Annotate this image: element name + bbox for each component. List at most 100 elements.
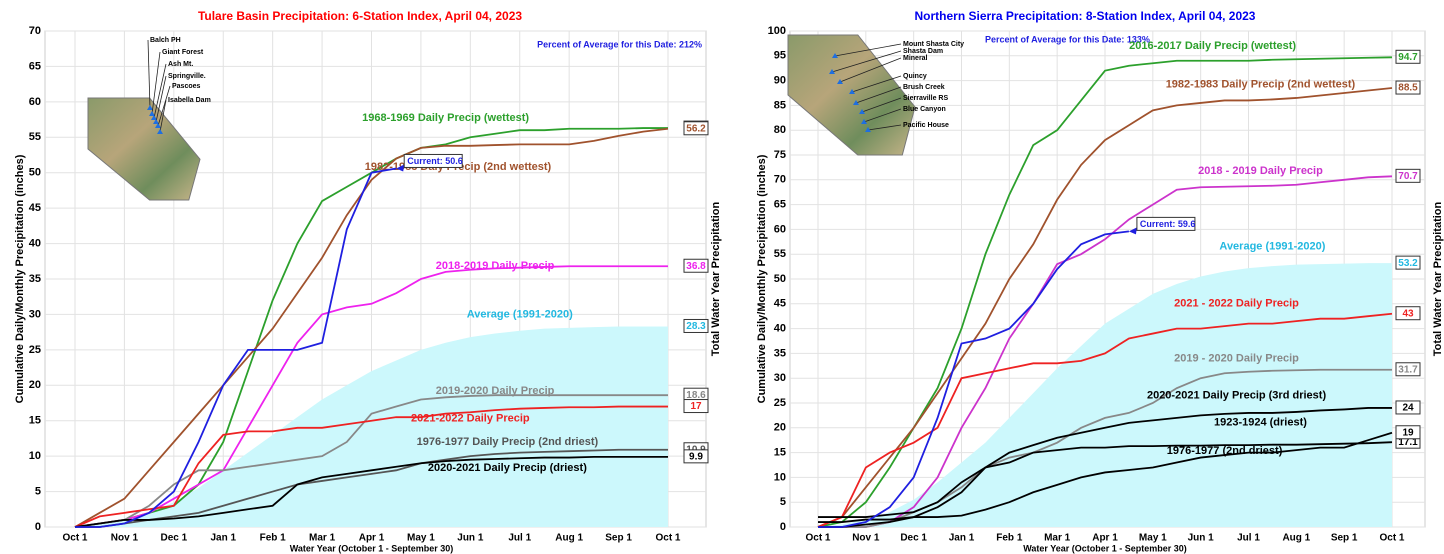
y-tick-label: 20 [29,379,41,391]
series-label: 2021 - 2022 Daily Precip [1174,298,1299,310]
series-label: 2018-2019 Daily Precip [436,260,555,272]
chart-title: Tulare Basin Precipitation: 6-Station In… [198,9,522,23]
station-label: Sierraville RS [903,95,948,102]
station-label: Mount Shasta City [903,41,964,48]
x-tick-label: Mar 1 [309,533,336,544]
series-label: 2020-2021 Daily Precip (3rd driest) [1147,389,1326,401]
y-tick-label: 60 [774,223,786,235]
y-tick-label: 55 [29,131,41,143]
end-value-label: 53.2 [1398,258,1418,269]
y-tick-label: 40 [774,323,786,335]
y-tick-label: 95 [774,50,786,62]
x-tick-label: Sep 1 [605,533,632,544]
end-value-label: 17 [690,401,702,412]
series-label: 2019-2020 Daily Precip [436,385,555,397]
y-tick-label: 65 [774,199,786,211]
x-tick-label: Dec 1 [160,533,187,544]
subtitle: Percent of Average for this Date: 133% [985,34,1150,44]
station-label: Quincy [903,73,927,80]
x-tick-label: May 1 [407,533,435,544]
y-tick-label: 45 [774,298,786,310]
x-axis-label: Water Year (October 1 - September 30) [1023,543,1187,553]
y-tick-label: 30 [774,372,786,384]
x-tick-label: Sep 1 [1331,533,1358,544]
station-label: Brush Creek [903,84,945,91]
x-tick-label: Jul 1 [508,533,531,544]
chart-title: Northern Sierra Precipitation: 8-Station… [915,9,1256,23]
y-tick-label: 15 [774,447,786,459]
end-value-label: 24 [1402,403,1414,414]
y-tick-label: 10 [29,450,41,462]
series-label: 2018 - 2019 Daily Precip [1198,165,1323,177]
y-tick-label: 40 [29,237,41,249]
y-tick-label: 10 [774,471,786,483]
station-label: Balch PH [150,37,181,44]
y-tick-label: 5 [780,496,786,508]
y-tick-label: 30 [29,308,41,320]
x-tick-label: Oct 1 [62,533,87,544]
subtitle: Percent of Average for this Date: 212% [537,39,702,49]
y-tick-label: 85 [774,99,786,111]
x-tick-label: Dec 1 [900,533,927,544]
station-label: Springville. [168,73,206,80]
series-label: 2020-2021 Daily Precip (driest) [428,462,587,474]
y-tick-label: 65 [29,60,41,72]
x-tick-label: Oct 1 [805,533,830,544]
series-label: 1982-1983 Daily Precip (2nd wettest) [1166,78,1356,90]
y-tick-label: 0 [780,521,786,533]
end-value-label: 36.8 [686,261,706,272]
series-label: 1968-1969 Daily Precip (wettest) [362,112,529,124]
x-tick-label: Aug 1 [1282,533,1310,544]
y-tick-label: 70 [774,174,786,186]
y-tick-label: 25 [774,397,786,409]
y-axis-label: Cumulative Daily/Monthly Precipitation (… [14,154,26,403]
x-tick-label: Nov 1 [852,533,880,544]
y-tick-label: 90 [774,75,786,87]
series-label: 1923-1924 (driest) [1214,417,1307,429]
station-label: Mineral [903,55,928,62]
series-label: 1976-1977 Daily Precip (2nd driest) [417,436,599,448]
x-tick-label: Oct 1 [1379,533,1404,544]
y-tick-label: 50 [774,273,786,285]
current-label: Current: 50.6 [407,156,463,166]
series-label: 2019 - 2020 Daily Precip [1174,352,1299,364]
series-label: 2016-2017 Daily Precip (wettest) [1129,40,1296,52]
y-tick-label: 75 [774,149,786,161]
x-tick-label: Nov 1 [111,533,139,544]
y-tick-label: 50 [29,167,41,179]
y-tick-label: 70 [29,25,41,37]
y-tick-label: 80 [774,124,786,136]
end-value-label: 31.7 [1398,364,1418,375]
station-label: Pascoes [172,83,201,90]
y2-axis-label: Total Water Year Precipitation [1432,201,1444,356]
end-value-label: 94.7 [1398,52,1418,63]
x-tick-label: Jan 1 [210,533,236,544]
y-tick-label: 45 [29,202,41,214]
y-tick-label: 25 [29,344,41,356]
x-tick-label: Apr 1 [359,533,385,544]
x-tick-label: Oct 1 [655,533,680,544]
y-axis-label: Cumulative Daily/Monthly Precipitation (… [756,154,768,403]
end-value-label: 56.2 [686,123,706,134]
x-tick-label: Apr 1 [1092,533,1118,544]
y-tick-label: 35 [774,347,786,359]
y-tick-label: 15 [29,415,41,427]
station-label: Isabella Dam [168,97,211,104]
x-tick-label: Jun 1 [457,533,484,544]
y-tick-label: 5 [35,485,41,497]
end-value-label: 88.5 [1398,83,1418,94]
station-label: Blue Canyon [903,106,946,113]
y-tick-label: 20 [774,422,786,434]
end-value-label: 9.9 [689,451,703,462]
x-tick-label: Aug 1 [555,533,583,544]
station-label: Pacific House [903,122,949,129]
series-label: 1976-1977 (2nd driest) [1167,445,1283,457]
station-label: Giant Forest [162,49,204,56]
x-tick-label: May 1 [1139,533,1167,544]
end-value-label: 43 [1402,308,1414,319]
x-tick-label: Jan 1 [949,533,975,544]
end-value-label: 28.3 [686,321,706,332]
current-label: Current: 59.6 [1140,219,1196,229]
station-label: Shasta Dam [903,48,943,55]
x-tick-label: Mar 1 [1044,533,1071,544]
